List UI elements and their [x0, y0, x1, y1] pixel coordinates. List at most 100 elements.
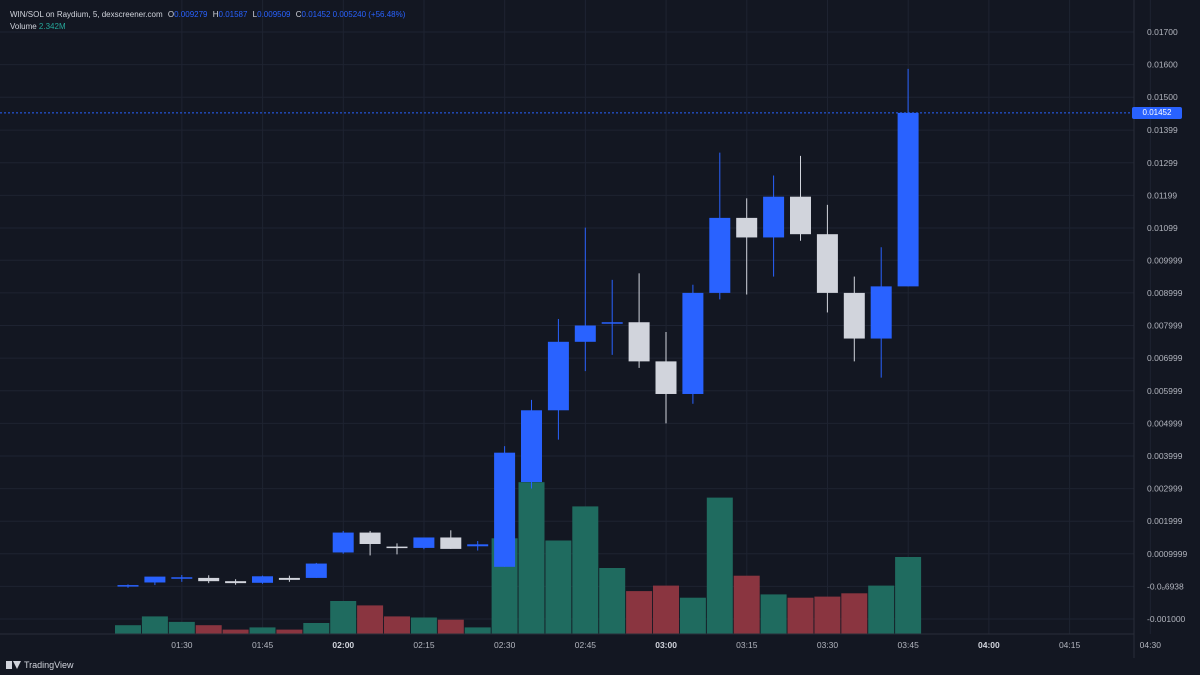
candle-body — [198, 577, 220, 582]
volume-label[interactable]: Volume — [10, 22, 37, 31]
volume-bar — [222, 629, 249, 634]
x-tick-label: 02:00 — [332, 640, 354, 650]
time-axis[interactable]: 01:30 01:45 02:00 02:15 02:30 02:45 03:00 03:15… — [171, 640, 1161, 650]
volume-bar — [626, 591, 653, 634]
volume-bar — [653, 585, 679, 634]
volume-bar — [249, 627, 276, 634]
candle — [144, 576, 166, 586]
candle — [628, 273, 650, 368]
candle — [601, 279, 623, 355]
candle-body — [171, 577, 193, 579]
y-tick-label: 0.002999 — [1147, 484, 1183, 494]
candle — [278, 575, 300, 582]
candle — [225, 579, 247, 585]
candle-body — [843, 292, 865, 339]
volume-bar — [195, 625, 222, 634]
candle — [682, 284, 704, 404]
y-tick-label: 0.008999 — [1147, 288, 1183, 298]
candle — [574, 227, 596, 372]
volume-bar — [330, 601, 357, 634]
volume-bar — [276, 629, 303, 634]
candle — [440, 530, 462, 549]
candle-body — [386, 546, 408, 549]
candle — [655, 332, 677, 424]
volume-bar — [437, 619, 464, 634]
volume-bar — [357, 605, 384, 634]
candle — [413, 537, 435, 550]
volume-bar — [679, 597, 706, 634]
candle-body — [709, 217, 731, 293]
candle-body — [494, 452, 516, 567]
candle — [843, 276, 865, 362]
x-tick-label: 01:30 — [171, 640, 193, 650]
volume-bar — [141, 616, 168, 634]
candle-body — [117, 585, 139, 587]
symbol-label[interactable]: WIN/SOL on Raydium, 5, dexscreener.com — [10, 10, 163, 19]
candle-body — [816, 234, 838, 293]
volume-bar — [868, 585, 895, 634]
volume-bar — [733, 575, 760, 634]
candle — [870, 247, 892, 378]
candle-body — [359, 532, 381, 544]
candle-body — [601, 322, 623, 324]
candle — [709, 152, 731, 300]
y-tick-label: 0.001999 — [1147, 516, 1183, 526]
y-tick-label: 0.009999 — [1147, 255, 1183, 265]
low-value: 0.009509 — [257, 10, 291, 19]
x-tick-label: 03:15 — [736, 640, 758, 650]
x-tick-label: 04:15 — [1059, 640, 1081, 650]
volume-bar — [168, 621, 195, 634]
candle-body — [252, 576, 273, 583]
y-tick-label: 0.003999 — [1147, 451, 1183, 461]
y-tick-label: 0.01199 — [1147, 190, 1177, 200]
candle — [467, 541, 489, 551]
volume-bar — [572, 506, 599, 634]
candle — [494, 446, 516, 567]
candle — [305, 562, 327, 578]
candle-body — [413, 537, 435, 548]
volume-bar — [841, 593, 868, 634]
volume-bar — [760, 594, 787, 634]
candle-body — [144, 576, 166, 583]
tradingview-label: TradingView — [24, 660, 74, 670]
candle — [763, 175, 785, 277]
close-value: 0.01452 — [301, 10, 331, 19]
volume-bar — [706, 497, 733, 634]
current-price-badge: 0.01452 — [1132, 106, 1182, 119]
candle — [198, 575, 220, 584]
candle-body — [225, 581, 247, 584]
candle-body — [655, 361, 677, 394]
volume-bar — [303, 623, 330, 634]
price-axis[interactable]: 0.01700 0.01600 0.01500 0.01399 0.01299 0.011… — [1147, 27, 1187, 624]
candle — [359, 530, 381, 556]
x-tick-label: 03:45 — [898, 640, 920, 650]
volume-bar — [384, 616, 410, 634]
candle-body — [467, 544, 489, 547]
change-value: 0.005240 (+56.48%) — [332, 10, 406, 19]
y-tick-label: 0.006999 — [1147, 353, 1183, 363]
candle-body — [521, 410, 542, 483]
candle-body — [628, 322, 650, 362]
x-tick-label: 03:30 — [817, 640, 839, 650]
y-tick-label: 0.01600 — [1147, 60, 1178, 70]
candle — [332, 530, 354, 554]
candle-body — [682, 292, 704, 394]
candle — [736, 198, 758, 295]
candle-body — [870, 286, 892, 339]
volume-bar — [599, 568, 626, 634]
candle — [117, 584, 139, 588]
high-value: 0.01587 — [218, 10, 248, 19]
x-tick-label: 02:45 — [575, 640, 597, 650]
y-tick-label: -0.0ₒ6938 — [1147, 581, 1184, 591]
volume-bar — [464, 627, 491, 634]
candle — [547, 318, 569, 440]
candle — [790, 155, 811, 241]
close-label: C — [295, 10, 302, 19]
candle-body — [897, 112, 919, 287]
tradingview-branding[interactable]: TradingView — [6, 660, 74, 670]
y-tick-label: 0.01099 — [1147, 223, 1178, 233]
volume-bar — [115, 625, 141, 634]
y-tick-label: 0.007999 — [1147, 321, 1183, 331]
volume-bars — [115, 482, 922, 634]
